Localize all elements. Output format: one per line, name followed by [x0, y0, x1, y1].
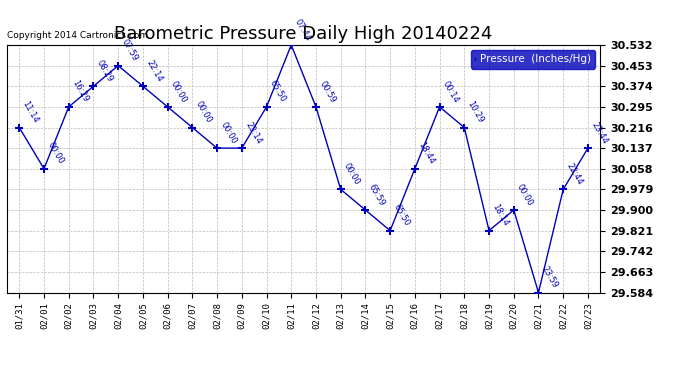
Title: Barometric Pressure Daily High 20140224: Barometric Pressure Daily High 20140224 — [115, 26, 493, 44]
Text: 00:00: 00:00 — [169, 79, 188, 104]
Text: 00:59: 00:59 — [317, 79, 337, 104]
Text: 18:14: 18:14 — [491, 202, 510, 228]
Text: 00:14: 00:14 — [441, 79, 461, 104]
Text: 00:00: 00:00 — [219, 120, 238, 146]
Text: 11:14: 11:14 — [21, 100, 40, 125]
Text: 00:00: 00:00 — [515, 182, 535, 207]
Legend: Pressure  (Inches/Hg): Pressure (Inches/Hg) — [471, 50, 595, 69]
Text: 22:44: 22:44 — [564, 162, 584, 187]
Text: 23:59: 23:59 — [540, 264, 560, 290]
Text: 07:44: 07:44 — [293, 17, 313, 42]
Text: 65:50: 65:50 — [391, 202, 411, 228]
Text: 00:00: 00:00 — [46, 141, 65, 166]
Text: 00:00: 00:00 — [194, 100, 213, 125]
Text: Copyright 2014 Cartronics.com: Copyright 2014 Cartronics.com — [7, 31, 148, 40]
Text: 65:59: 65:59 — [367, 182, 386, 207]
Text: 23:14: 23:14 — [243, 120, 263, 146]
Text: 22:14: 22:14 — [144, 58, 164, 84]
Text: 65:50: 65:50 — [268, 79, 288, 104]
Text: 16:29: 16:29 — [70, 79, 90, 104]
Text: 00:00: 00:00 — [342, 162, 362, 187]
Text: 18:44: 18:44 — [416, 141, 436, 166]
Text: 07:59: 07:59 — [119, 38, 139, 63]
Text: 10:29: 10:29 — [466, 100, 485, 125]
Text: 08:29: 08:29 — [95, 58, 115, 84]
Text: 23:44: 23:44 — [589, 120, 609, 146]
